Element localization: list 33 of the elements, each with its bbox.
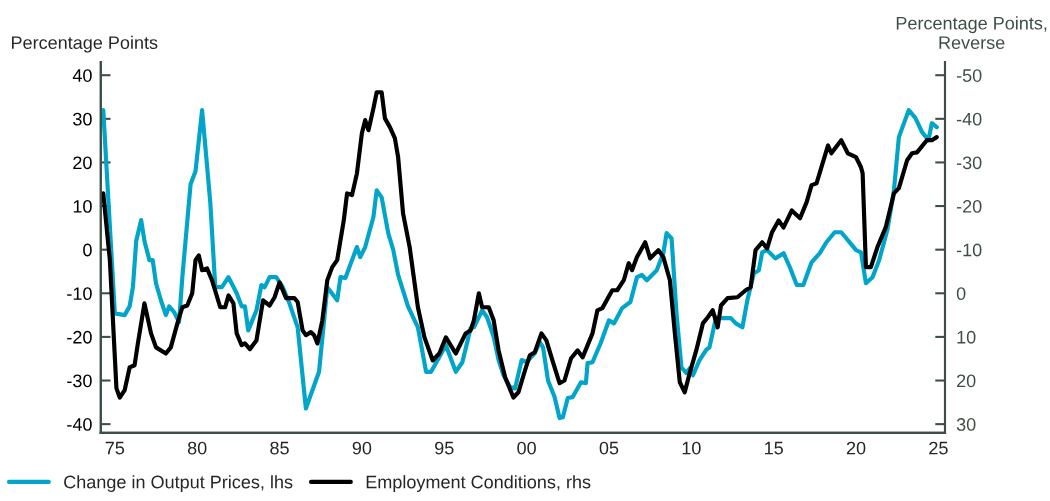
y-tick-label: -10 xyxy=(67,287,92,301)
y-tick-label: 40 xyxy=(72,69,92,82)
x-tick-label: 25 xyxy=(929,441,948,455)
y-tick-label: 10 xyxy=(73,199,92,213)
y2-tick-label: -40 xyxy=(956,112,982,126)
x-tick-label: 15 xyxy=(765,441,783,455)
y2-tick-label: -10 xyxy=(956,243,982,257)
y-axis-title: Percentage Points xyxy=(11,35,158,53)
legend-label: Change in Output Prices, lhs xyxy=(64,475,293,492)
x-tick-label: 75 xyxy=(105,441,125,455)
x-tick-label: 05 xyxy=(599,441,619,455)
y-tick-label: 30 xyxy=(73,112,92,126)
x-tick-label: 90 xyxy=(352,441,372,455)
y2-tick-label: -50 xyxy=(956,69,982,82)
y2-tick-label: 10 xyxy=(957,330,976,344)
y-tick-label: 0 xyxy=(83,243,92,257)
x-tick-label: 85 xyxy=(270,441,289,455)
y-tick-label: -30 xyxy=(67,374,92,388)
x-tick-label: 00 xyxy=(517,441,536,455)
y2-tick-label: 20 xyxy=(957,374,976,388)
x-tick-label: 95 xyxy=(435,441,454,455)
y2-axis-title: Percentage Points, Reverse xyxy=(896,16,1047,50)
y2-tick-label: -20 xyxy=(956,199,982,213)
x-tick-label: 10 xyxy=(682,441,701,455)
y-tick-label: -40 xyxy=(67,418,92,431)
y2-tick-label: 30 xyxy=(956,418,976,431)
y2-tick-label: -30 xyxy=(956,156,982,170)
y-tick-label: 20 xyxy=(73,156,92,170)
x-tick-label: 20 xyxy=(846,441,866,455)
y2-tick-label: 0 xyxy=(956,287,966,301)
x-tick-label: 80 xyxy=(187,441,207,455)
y-tick-label: -20 xyxy=(67,330,92,344)
legend-label: Employment Conditions, rhs xyxy=(366,475,591,492)
